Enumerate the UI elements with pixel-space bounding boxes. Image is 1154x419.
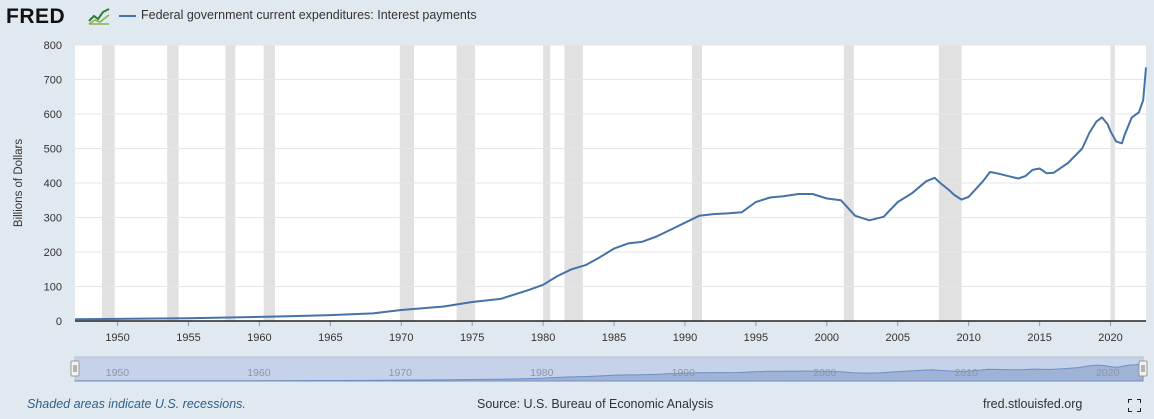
x-tick-label: 2010 <box>956 332 980 344</box>
y-tick-label: 0 <box>56 316 62 328</box>
y-tick-label: 300 <box>44 213 62 225</box>
x-tick-label: 2005 <box>886 332 910 344</box>
x-tick-label: 1950 <box>105 332 129 344</box>
x-tick-label: 2000 <box>815 332 839 344</box>
x-tick-label: 1985 <box>602 332 626 344</box>
recession-note: Shaded areas indicate U.S. recessions. <box>27 397 246 411</box>
navigator-label: 1980 <box>530 367 554 379</box>
fullscreen-icon[interactable] <box>1128 399 1141 412</box>
x-tick-label: 2020 <box>1098 332 1122 344</box>
x-tick-label: 1960 <box>247 332 271 344</box>
x-tick-label: 1955 <box>176 332 200 344</box>
y-tick-label: 500 <box>44 144 62 156</box>
x-tick-label: 1990 <box>673 332 697 344</box>
fred-logo[interactable]: FRED <box>6 5 66 28</box>
site-link[interactable]: fred.stlouisfed.org <box>983 397 1083 411</box>
navigator-label: 2000 <box>813 367 837 379</box>
x-tick-label: 1970 <box>389 332 413 344</box>
navigator-label: 1960 <box>247 367 271 379</box>
y-tick-label: 200 <box>44 247 62 259</box>
y-tick-label: 400 <box>44 178 62 190</box>
x-tick-label: 1965 <box>318 332 342 344</box>
navigator-series <box>74 360 1144 382</box>
chart-header: FRED Federal government current expendit… <box>0 0 1154 34</box>
y-tick-label: 700 <box>44 75 62 87</box>
legend-series-line <box>119 15 136 17</box>
y-tick-label: 800 <box>44 40 62 52</box>
y-tick-label: 100 <box>44 282 62 294</box>
fred-chart-logo-icon <box>87 6 111 26</box>
source-note: Source: U.S. Bureau of Economic Analysis <box>477 397 714 411</box>
navigator-label: 2010 <box>954 367 978 379</box>
navigator-handle-right[interactable] <box>1138 360 1148 377</box>
x-tick-label: 1995 <box>744 332 768 344</box>
x-tick-label: 1975 <box>460 332 484 344</box>
y-tick-label: 600 <box>44 109 62 121</box>
navigator-label: 1990 <box>672 367 696 379</box>
series-line <box>74 67 1147 321</box>
navigator-handle-left[interactable] <box>70 360 80 377</box>
navigator-label: 2020 <box>1096 367 1120 379</box>
y-axis-label: Billions of Dollars <box>13 139 25 227</box>
x-tick-label: 2015 <box>1027 332 1051 344</box>
x-tick-label: 1980 <box>531 332 555 344</box>
line-chart: 0 100 200 300 400 500 600 700 800 1950 1955 1960 196… <box>13 40 1148 382</box>
navigator-label: 1970 <box>389 367 413 379</box>
navigator-label: 1950 <box>106 367 130 379</box>
legend-series-label[interactable]: Federal government current expenditures:… <box>141 8 477 22</box>
